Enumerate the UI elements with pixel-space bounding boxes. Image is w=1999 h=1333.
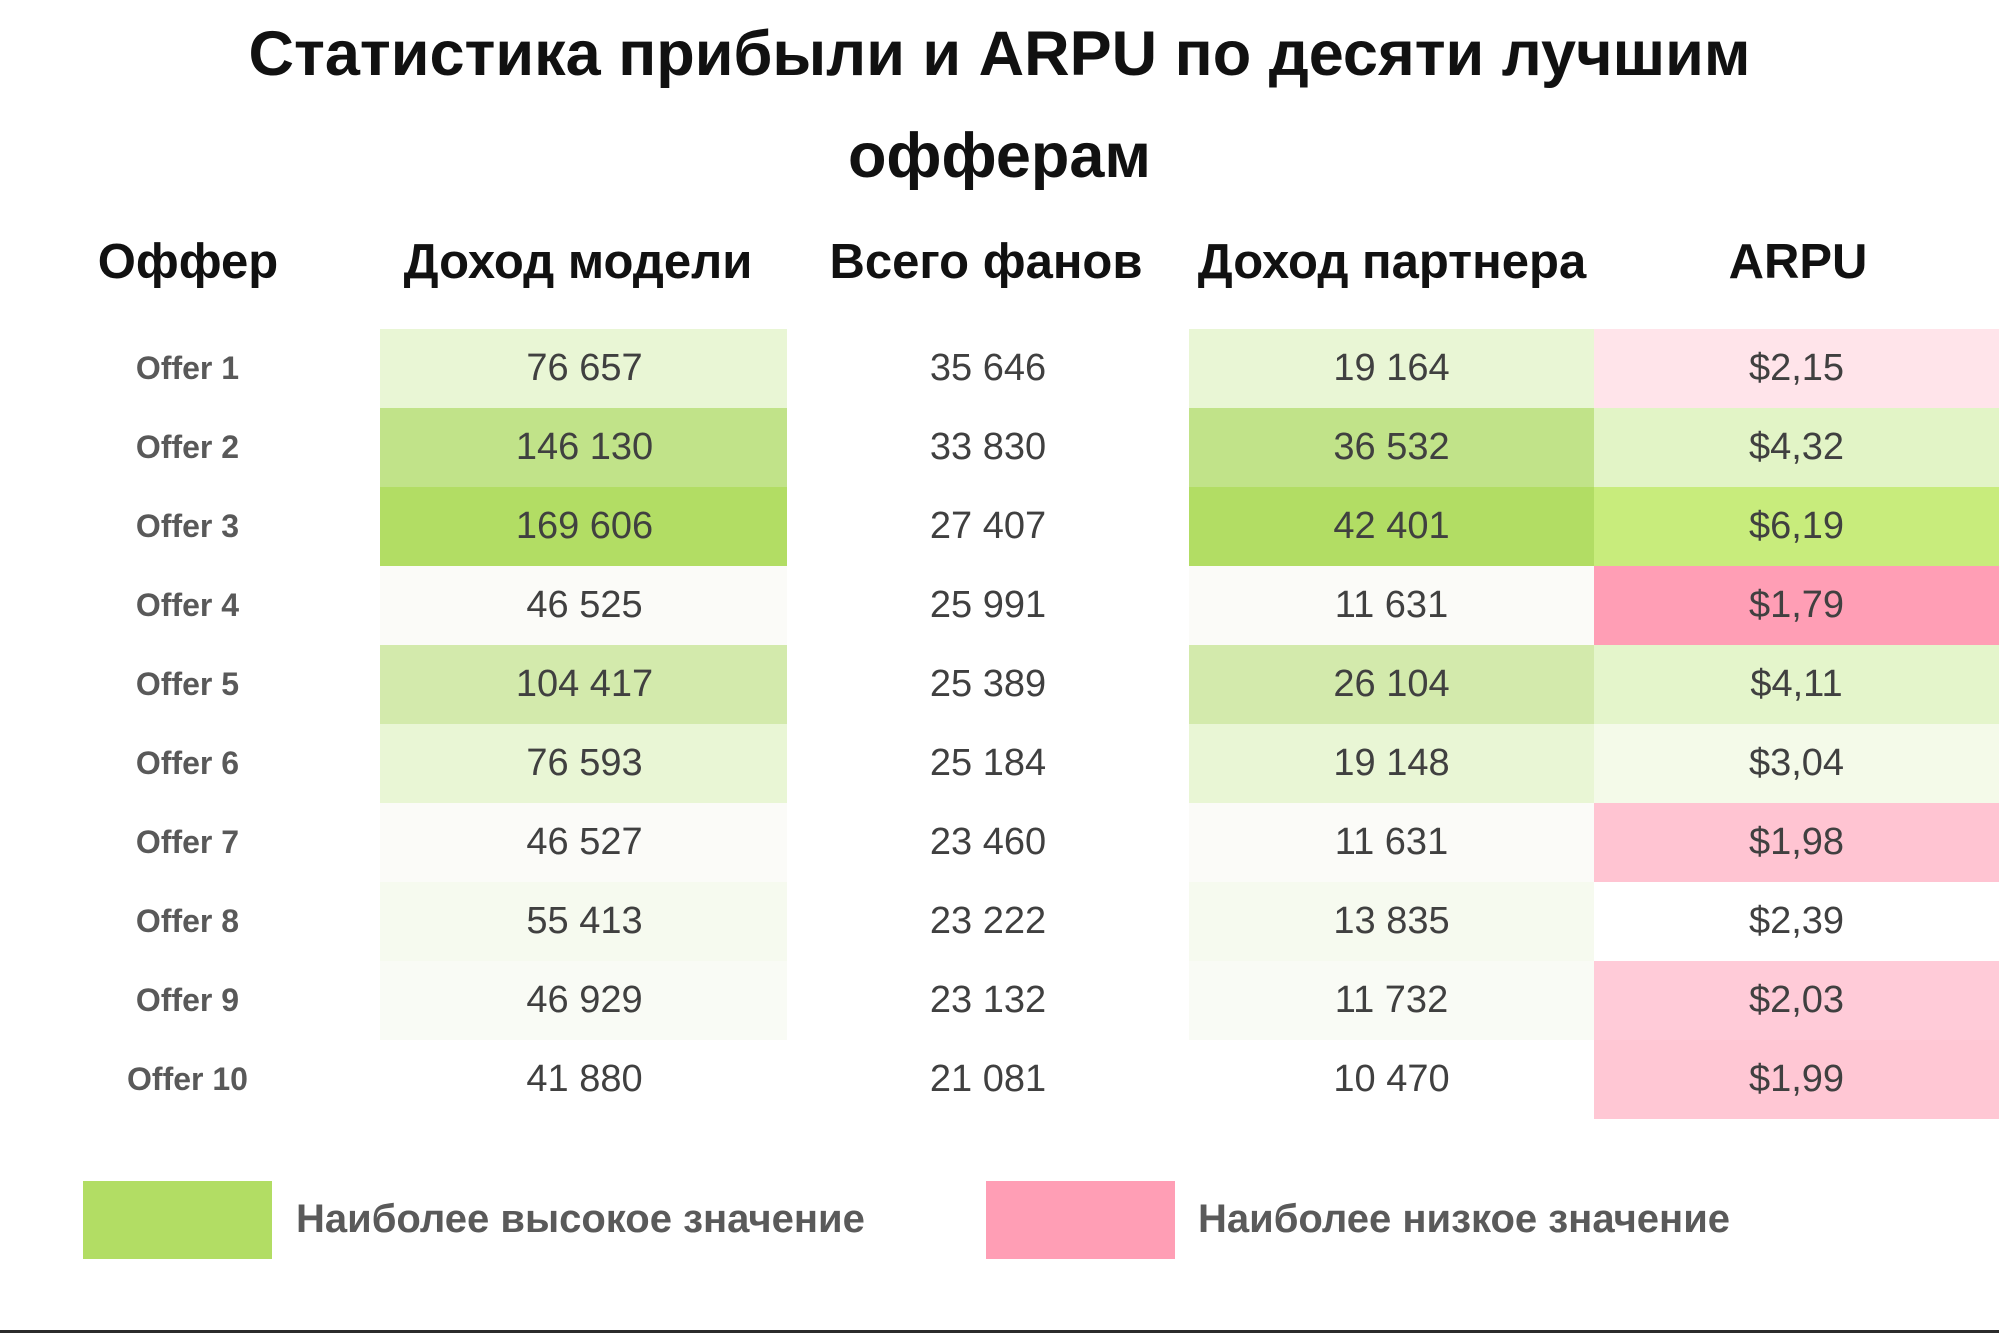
- cell-arpu: $3,04: [1594, 724, 1999, 803]
- legend-label-highest: Наиболее высокое значение: [296, 1197, 865, 1241]
- cell-total-fans: 33 830: [787, 408, 1189, 487]
- cell-model-income: 46 527: [380, 803, 789, 882]
- cell-total-fans: 23 222: [787, 882, 1189, 961]
- cell-arpu: $4,11: [1594, 645, 1999, 724]
- cell-partner-income: 36 532: [1189, 408, 1594, 487]
- cell-partner-income: 19 148: [1189, 724, 1594, 803]
- cell-total-fans: 35 646: [787, 329, 1189, 408]
- cell-total-fans: 23 460: [787, 803, 1189, 882]
- cell-offer: Offer 5: [135, 666, 240, 702]
- cell-model-income: 76 593: [380, 724, 789, 803]
- cell-total-fans: 25 389: [787, 645, 1189, 724]
- cell-arpu: $2,03: [1594, 961, 1999, 1040]
- cell-arpu: $4,32: [1594, 408, 1999, 487]
- legend-swatch-highest: [83, 1181, 272, 1259]
- cell-model-income: 76 657: [380, 329, 789, 408]
- cell-model-income: 104 417: [380, 645, 789, 724]
- cell-model-income: 169 606: [380, 487, 789, 566]
- cell-model-income: 55 413: [380, 882, 789, 961]
- chart-title-line-1: Статистика прибыли и ARPU по десяти лучш…: [248, 19, 1751, 89]
- cell-arpu: $1,99: [1594, 1040, 1999, 1119]
- bottom-divider: [0, 1330, 1999, 1333]
- cell-partner-income: 42 401: [1189, 487, 1594, 566]
- cell-offer: Offer 7: [135, 824, 240, 860]
- legend-label-lowest: Наиболее низкое значение: [1198, 1197, 1731, 1241]
- cell-offer: Offer 3: [135, 508, 240, 544]
- column-header-partner-income: Доход партнера: [1197, 235, 1587, 289]
- cell-arpu: $6,19: [1594, 487, 1999, 566]
- column-header-model-income: Доход модели: [403, 235, 753, 289]
- cell-offer: Offer 8: [135, 903, 240, 939]
- cell-partner-income: 10 470: [1189, 1040, 1594, 1119]
- cell-model-income: 146 130: [380, 408, 789, 487]
- cell-total-fans: 23 132: [787, 961, 1189, 1040]
- cell-partner-income: 19 164: [1189, 329, 1594, 408]
- cell-arpu: $2,39: [1594, 882, 1999, 961]
- cell-offer: Offer 1: [135, 350, 240, 386]
- column-header-arpu: ARPU: [1728, 235, 1868, 289]
- cell-arpu: $2,15: [1594, 329, 1999, 408]
- cell-partner-income: 11 631: [1189, 566, 1594, 645]
- cell-partner-income: 11 631: [1189, 803, 1594, 882]
- cell-model-income: 41 880: [380, 1040, 789, 1119]
- cell-offer: Offer 6: [135, 745, 240, 781]
- cell-total-fans: 25 991: [787, 566, 1189, 645]
- cell-offer: Offer 4: [135, 587, 240, 623]
- cell-total-fans: 21 081: [787, 1040, 1189, 1119]
- chart-title-line-2: офферам: [847, 121, 1152, 191]
- cell-total-fans: 27 407: [787, 487, 1189, 566]
- cell-partner-income: 11 732: [1189, 961, 1594, 1040]
- column-header-offer: Оффер: [97, 235, 279, 289]
- cell-offer: Offer 9: [135, 982, 240, 1018]
- cell-arpu: $1,79: [1594, 566, 1999, 645]
- cell-partner-income: 26 104: [1189, 645, 1594, 724]
- cell-total-fans: 25 184: [787, 724, 1189, 803]
- cell-offer: Offer 2: [135, 429, 240, 465]
- cell-partner-income: 13 835: [1189, 882, 1594, 961]
- cell-model-income: 46 525: [380, 566, 789, 645]
- cell-model-income: 46 929: [380, 961, 789, 1040]
- cell-arpu: $1,98: [1594, 803, 1999, 882]
- cell-offer: Offer 10: [127, 1061, 248, 1097]
- legend-swatch-lowest: [986, 1181, 1175, 1259]
- column-header-total-fans: Всего фанов: [829, 235, 1143, 289]
